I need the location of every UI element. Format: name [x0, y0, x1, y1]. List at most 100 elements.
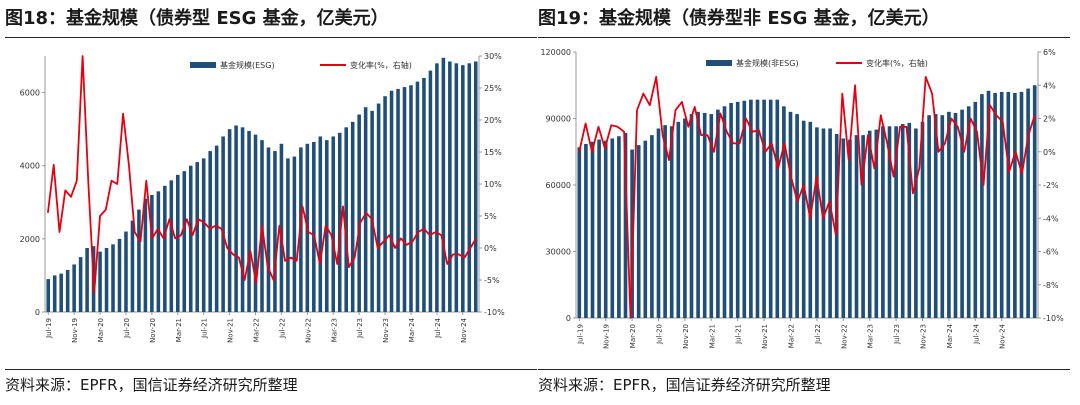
- bar: [52, 275, 57, 312]
- bar: [755, 99, 760, 319]
- x-tick-label: Nov-20: [682, 324, 690, 349]
- bar: [350, 121, 355, 312]
- x-tick-label: Nov-21: [761, 324, 769, 349]
- right-tick-label: -4%: [1043, 214, 1059, 223]
- bar: [683, 118, 687, 318]
- bar: [986, 90, 991, 318]
- right-tick-label: -5%: [484, 276, 500, 285]
- left-tick-label: 120000: [540, 48, 571, 57]
- bar: [867, 130, 872, 318]
- bar: [881, 126, 885, 318]
- x-tick-label: Nov-23: [382, 318, 390, 343]
- bar: [240, 127, 245, 312]
- bar: [65, 269, 70, 312]
- bar: [383, 96, 387, 312]
- right-tick-label: 2%: [1043, 115, 1056, 124]
- figure-19-panel: 图19：基金规模（债券型非 ESG 基金，亿美元） 0 30000 60000 900…: [538, 0, 1073, 405]
- x-tick-label: Nov-22: [304, 318, 312, 343]
- right-tick-label: 4%: [1043, 81, 1056, 90]
- right-tick-label: 15%: [484, 148, 502, 157]
- bar: [370, 110, 374, 312]
- right-tick-label: -8%: [1043, 281, 1059, 290]
- bar: [396, 88, 400, 312]
- bar: [104, 248, 109, 312]
- x-tick-label: Jul-22: [278, 318, 286, 339]
- bar: [584, 143, 588, 318]
- right-tick-label: 20%: [484, 116, 502, 125]
- right-tick-label: 30%: [484, 52, 502, 61]
- left-tick-label: 90000: [546, 115, 571, 124]
- bar: [762, 99, 766, 319]
- bar: [247, 130, 251, 312]
- x-tick-label: Jul-24: [972, 323, 980, 344]
- bar: [150, 194, 154, 312]
- bar: [376, 103, 381, 312]
- bar: [874, 129, 879, 318]
- right-tick-label: -10%: [484, 308, 505, 317]
- legend-bar-label: 基金规模(非ESG): [736, 58, 799, 68]
- bar: [286, 158, 290, 312]
- legend-bar-label: 基金规模(ESG): [220, 60, 275, 70]
- x-tick-label: Jul-23: [356, 318, 364, 339]
- right-tick-label: 6%: [1043, 48, 1056, 57]
- bar: [169, 180, 174, 312]
- bar: [663, 125, 667, 319]
- x-tick-label: Jul-20: [123, 318, 131, 339]
- x-tick-label: Nov-24: [999, 323, 1007, 348]
- x-tick-label: Jul-20: [656, 324, 664, 345]
- bar: [467, 63, 472, 312]
- bar: [729, 102, 733, 318]
- bar: [894, 126, 898, 318]
- right-tick-label: -2%: [1043, 181, 1059, 190]
- bar: [273, 151, 277, 312]
- x-tick-label: Mar-23: [867, 324, 875, 348]
- bar: [195, 162, 200, 312]
- source-note: 资料来源：EPFR，国信证券经济研究所整理: [538, 376, 831, 394]
- bar: [735, 101, 740, 318]
- bar: [98, 251, 102, 312]
- left-tick-label: 2000: [20, 235, 40, 244]
- bar: [1032, 85, 1037, 318]
- bar: [914, 128, 918, 318]
- right-tick-label: -10%: [1043, 314, 1064, 323]
- bar: [473, 61, 478, 312]
- bar: [966, 106, 971, 318]
- left-tick-label: 60000: [546, 181, 571, 190]
- x-tick-label: Nov-21: [227, 318, 235, 343]
- bar: [422, 77, 426, 312]
- bar: [887, 126, 892, 318]
- bar: [201, 158, 206, 312]
- bar: [344, 127, 348, 312]
- source-note: 资料来源：EPFR，国信证券经济研究所整理: [5, 376, 298, 394]
- x-tick-label: Nov-22: [840, 324, 848, 349]
- bar: [980, 94, 984, 318]
- bar: [689, 114, 694, 318]
- bar: [610, 138, 615, 318]
- legend-bar-swatch: [190, 62, 216, 68]
- bar: [669, 126, 674, 318]
- bar: [85, 248, 89, 312]
- bar: [143, 198, 148, 312]
- bar: [46, 279, 51, 312]
- x-tick-label: Mar-21: [708, 324, 716, 348]
- bar: [454, 63, 459, 312]
- bar: [59, 273, 63, 312]
- bar: [428, 70, 433, 312]
- x-tick-label: Mar-24: [408, 317, 416, 342]
- bar: [854, 135, 859, 318]
- x-tick-label: Jul-22: [814, 324, 822, 345]
- x-tick-label: Jul-24: [434, 317, 442, 338]
- right-tick-label: 10%: [484, 180, 502, 189]
- bar: [590, 141, 595, 318]
- x-tick-label: Nov-19: [71, 318, 79, 343]
- top-rule: [538, 37, 1070, 38]
- bar: [188, 165, 193, 312]
- bar: [163, 185, 167, 312]
- bar: [227, 129, 232, 312]
- non-esg-fund-size-chart: 0 30000 60000 90000 120000 -10% -8% -6% -4% -2% 0%…: [540, 48, 1064, 349]
- legend-line-label: 变化率(%，右轴): [866, 58, 928, 68]
- bar: [221, 136, 225, 312]
- left-tick-label: 4000: [20, 162, 40, 171]
- bar: [768, 99, 773, 319]
- bar: [577, 147, 582, 318]
